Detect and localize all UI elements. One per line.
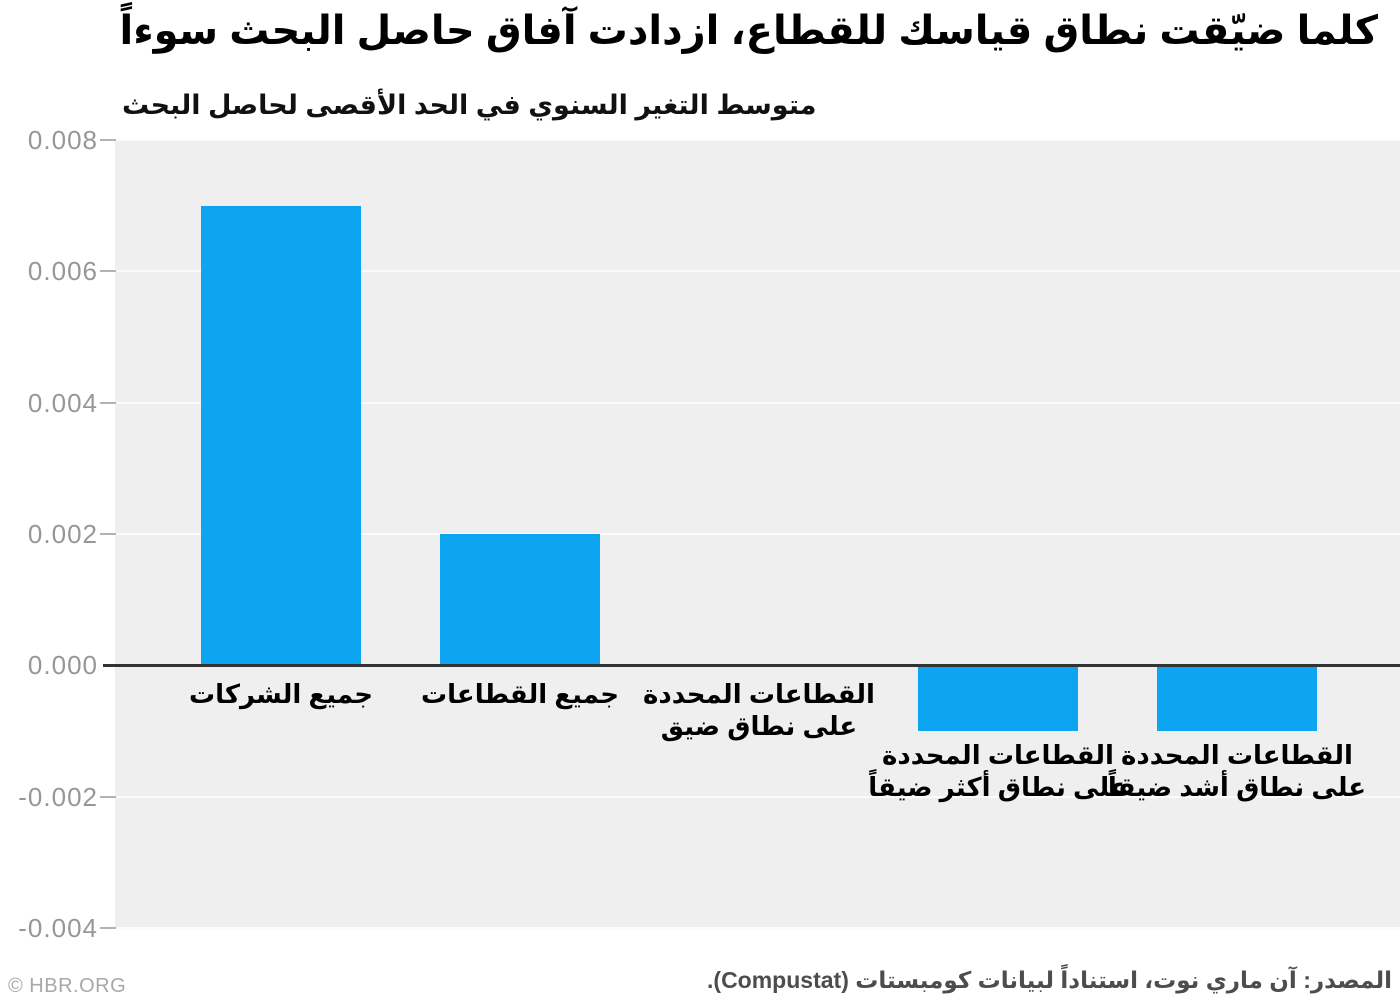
x-category-label: جميع الشركات: [101, 678, 461, 710]
source-note: المصدر: آن ماري نوت، استناداً لبيانات كو…: [707, 967, 1392, 993]
x-category-label: جميع القطاعات: [340, 678, 700, 710]
gridline: [115, 139, 1400, 141]
gridline: [115, 401, 1400, 404]
chart-title: كلما ضيّقت نطاق قياسك للقطاع، ازدادت آفا…: [119, 9, 1378, 53]
y-tick-mark: [100, 795, 116, 798]
hbr-credit: © HBR.ORG: [8, 975, 127, 997]
y-tick-mark: [100, 401, 116, 404]
y-tick-label: 0.000: [27, 650, 98, 681]
y-tick-label: -0.004: [18, 913, 98, 943]
bar: [918, 665, 1078, 731]
x-category-label: القطاعات المحددة على نطاق ضيق: [579, 678, 939, 742]
bar: [201, 205, 361, 666]
x-category-label-line: القطاعات المحددة: [1121, 740, 1353, 770]
y-tick-mark: [100, 533, 116, 535]
y-tick-label: 0.006: [27, 256, 98, 287]
x-category-label-line: جميع القطاعات: [421, 679, 619, 710]
gridline: [115, 927, 1400, 929]
x-category-label-line: جميع الشركات: [188, 679, 374, 710]
bar: [1157, 665, 1317, 731]
y-tick-mark: [100, 139, 116, 141]
gridline: [115, 795, 1400, 798]
y-tick-mark: [100, 270, 116, 273]
x-category-label-line: على نطاق أشد ضيقاً: [1107, 772, 1367, 802]
x-category-label-line: القطاعات المحددة: [643, 679, 875, 710]
y-tick-label: 0.004: [27, 387, 98, 418]
x-category-label: القطاعات المحددة على نطاق أشد ضيقاً: [1057, 739, 1400, 803]
gridline: [115, 533, 1400, 535]
x-category-label-line: القطاعات المحددة: [882, 740, 1114, 770]
x-category-label-line: على نطاق ضيق: [660, 711, 858, 742]
bar: [440, 534, 600, 666]
y-tick-label: -0.002: [18, 781, 98, 812]
gridline: [115, 270, 1400, 273]
x-category-label-line: على نطاق أكثر ضيقاً: [868, 772, 1128, 802]
y-tick-label: 0.008: [27, 125, 98, 155]
y-tick-label: 0.002: [27, 519, 98, 549]
x-category-label: القطاعات المحددة على نطاق أكثر ضيقاً: [818, 739, 1178, 803]
y-tick-mark: [100, 927, 116, 929]
zero-axis-line: [103, 663, 1400, 667]
y-axis-title: متوسط التغير السنوي في الحد الأقصى لحاصل…: [122, 90, 817, 120]
